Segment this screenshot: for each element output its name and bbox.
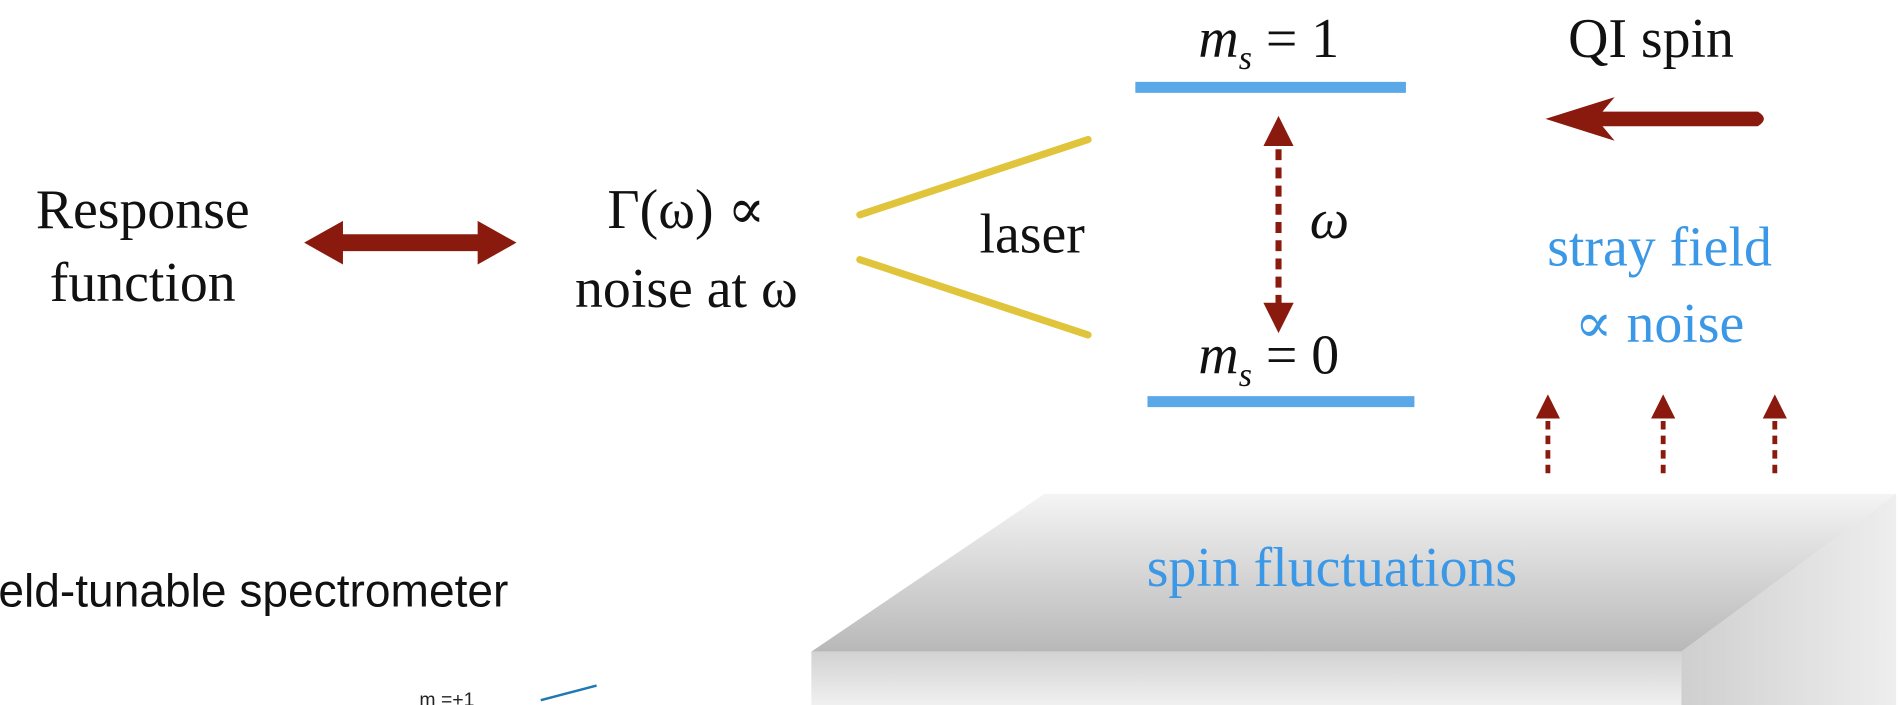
stray-line2: ∝ noise [1575, 293, 1745, 355]
level-subscript: s [1239, 40, 1252, 77]
diagram: Response function Γ(ω) ∝ noise at ω lase… [0, 0, 1903, 705]
level-label: ms = 0 [1198, 325, 1339, 394]
level-subscript: s [1239, 357, 1252, 394]
level-rhs: = 1 [1252, 8, 1339, 70]
rate-line2: noise at ω [575, 258, 798, 320]
level-symbol: m [1198, 8, 1238, 70]
section-title: eld-tunable spectrometer [0, 565, 508, 617]
laser-beam [860, 260, 1088, 335]
qi-spin-label: QI spin [1568, 8, 1734, 70]
stray-line1: stray field [1547, 217, 1772, 279]
transition-label: ω [1310, 189, 1349, 251]
response-line1: Response [36, 179, 250, 241]
rate-line1: Γ(ω) ∝ [607, 179, 765, 241]
inset-label: m =+1 [419, 689, 474, 705]
slab-label: spin fluctuations [1147, 537, 1517, 599]
level-label: ms = 1 [1198, 8, 1339, 77]
level-symbol: m [1198, 325, 1238, 387]
response-line2: function [50, 252, 236, 314]
level-rhs: = 0 [1252, 325, 1339, 387]
laser-label: laser [980, 203, 1086, 265]
spin-arrow [1545, 97, 1763, 141]
slab-front [811, 652, 1681, 705]
inset-line [541, 686, 597, 701]
double-arrow [304, 221, 516, 265]
